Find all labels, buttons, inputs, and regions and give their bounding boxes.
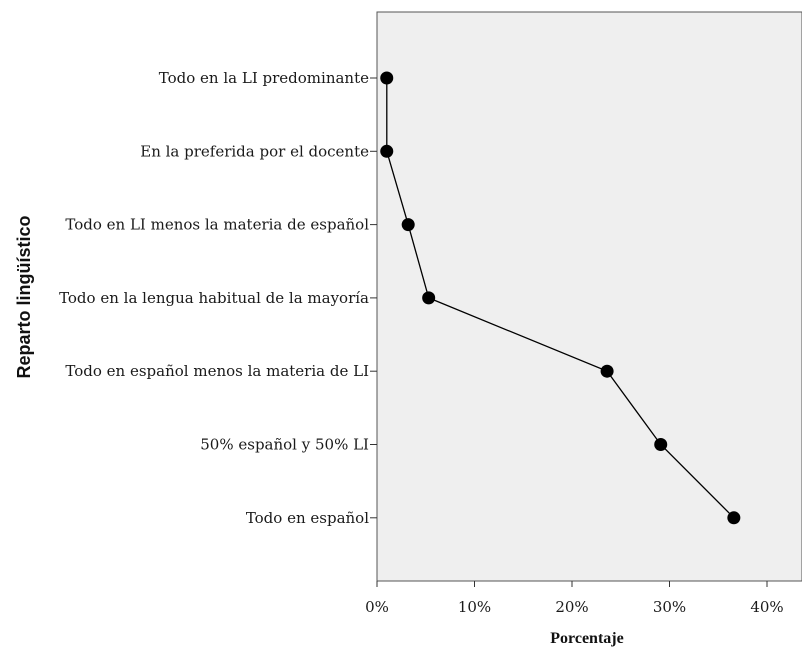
x-tick-label: 0%: [365, 598, 389, 616]
x-tick-labels: 0% 10% 20% 30% 40%: [365, 598, 784, 616]
category-label: Todo en LI menos la materia de español: [65, 216, 369, 234]
category-labels: Todo en la LI predominante En la preferid…: [59, 69, 369, 527]
y-axis-title: Reparto lingüístico: [14, 215, 34, 378]
y-axis-ticks: [370, 77, 377, 519]
category-label: 50% español y 50% LI: [200, 436, 369, 454]
plot-area: [376, 11, 802, 582]
x-axis-ticks: [376, 581, 768, 587]
category-label: Todo en español: [246, 509, 369, 527]
x-tick-label: 20%: [555, 598, 588, 616]
data-point: [422, 291, 436, 305]
data-point: [727, 511, 741, 525]
category-label: En la preferida por el docente: [140, 142, 369, 160]
data-point: [401, 218, 415, 232]
data-point: [600, 364, 614, 378]
category-label: Todo en la LI predominante: [159, 69, 369, 87]
data-point: [380, 144, 394, 158]
x-axis-title: Porcentaje: [550, 630, 623, 647]
category-label: Todo en español menos la materia de LI: [65, 362, 369, 380]
x-tick-label: 10%: [458, 598, 491, 616]
data-point: [654, 438, 668, 451]
x-tick-label: 30%: [653, 598, 686, 616]
data-markers: [380, 71, 741, 525]
x-tick-label: 40%: [750, 598, 783, 616]
category-label: Todo en la lengua habitual de la mayoría: [59, 289, 369, 307]
data-point: [380, 71, 394, 85]
